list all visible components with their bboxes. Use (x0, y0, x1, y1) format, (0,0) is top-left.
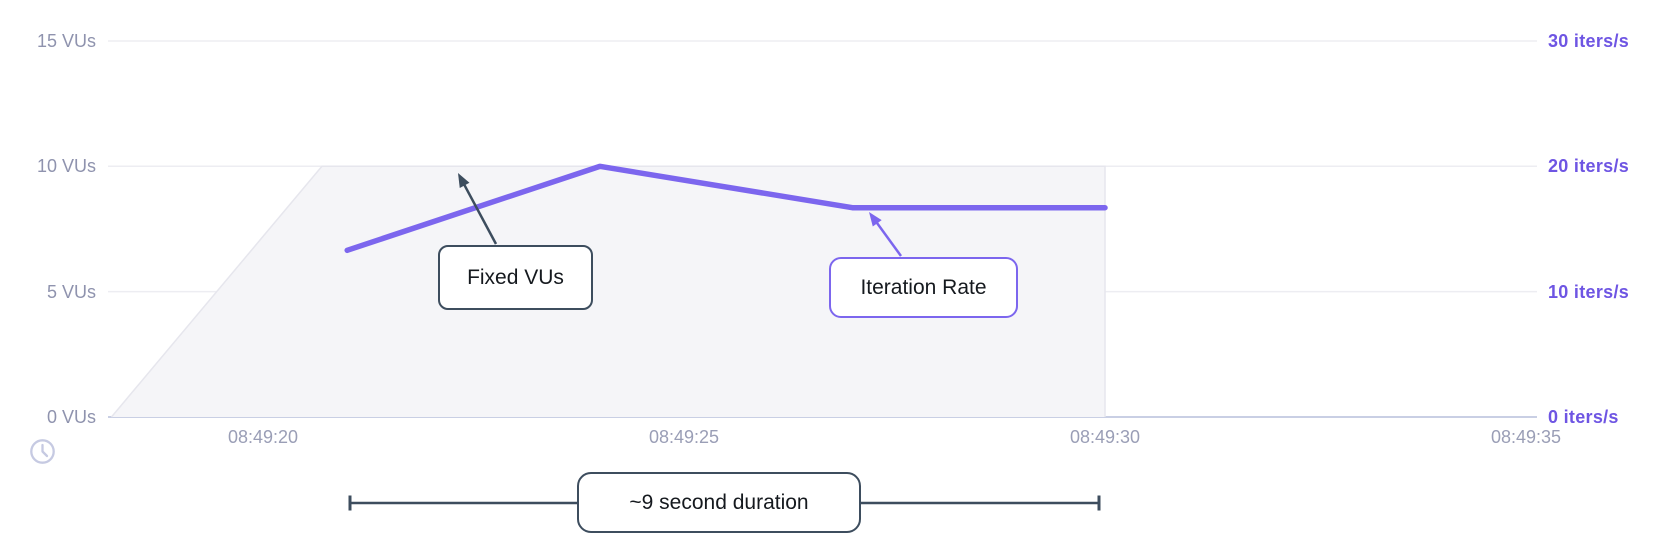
x-axis-tick: 08:49:30 (1069, 427, 1141, 447)
iteration-rate-callout: Iteration Rate (829, 257, 1018, 318)
fixed-vus-area (111, 166, 1105, 417)
y-axis-right-tick: 0 iters/s (1548, 407, 1619, 427)
fixed-vus-callout: Fixed VUs (438, 245, 593, 310)
duration-callout-label: ~9 second duration (629, 490, 809, 514)
y-axis-right-tick: 30 iters/s (1548, 31, 1630, 51)
iteration-rate-callout-label: Iteration Rate (860, 275, 987, 299)
x-axis-tick: 08:49:25 (648, 427, 720, 447)
duration-callout: ~9 second duration (577, 472, 861, 533)
y-axis-left-tick: 15 VUs (36, 30, 96, 51)
clock-icon (30, 439, 55, 464)
y-axis-left-tick: 10 VUs (36, 156, 96, 177)
fixed-vus-arrow-head (458, 173, 470, 188)
iteration-rate-line (344, 163, 1108, 254)
x-axis-tick: 08:49:35 (1490, 427, 1562, 447)
x-axis-tick: 08:49:20 (227, 427, 299, 447)
y-axis-left-tick: 5 VUs (46, 281, 96, 302)
iteration-rate-arrow-head (869, 212, 882, 227)
y-axis-right-tick: 20 iters/s (1548, 156, 1630, 177)
y-axis-right-tick: 10 iters/s (1548, 281, 1630, 302)
y-axis-left-tick: 0 VUs (46, 407, 96, 427)
fixed-vus-area-edge (110, 165, 1106, 418)
fixed-vus-callout-label: Fixed VUs (467, 265, 564, 289)
fixed-vus-arrow-line (461, 180, 498, 245)
iteration-rate-arrow-line (873, 218, 903, 257)
